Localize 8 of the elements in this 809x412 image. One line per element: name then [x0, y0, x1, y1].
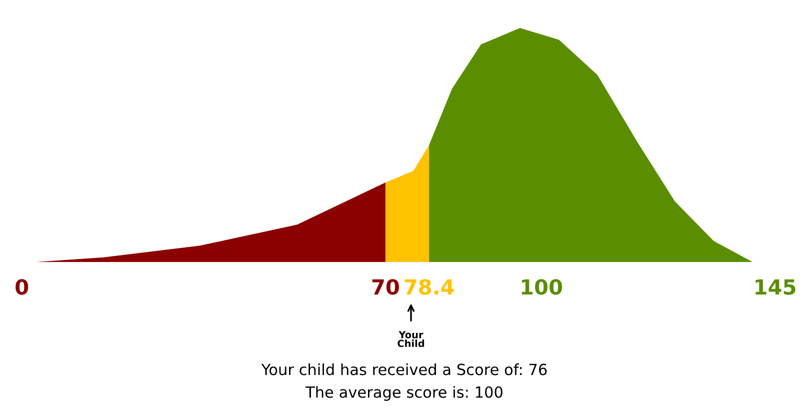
text: Your child has received a Score of: 76 — [261, 363, 547, 376]
text: Your Child — [398, 331, 424, 348]
x-tick-label: 0 — [16, 279, 28, 295]
text: The average score is: 100 — [305, 386, 502, 401]
x-tick-label: 70 — [372, 279, 399, 295]
x-tick-label: 100 — [522, 279, 562, 295]
x-tick-label: 145 — [756, 279, 796, 295]
x-tick-label: 78.4 — [404, 279, 454, 295]
